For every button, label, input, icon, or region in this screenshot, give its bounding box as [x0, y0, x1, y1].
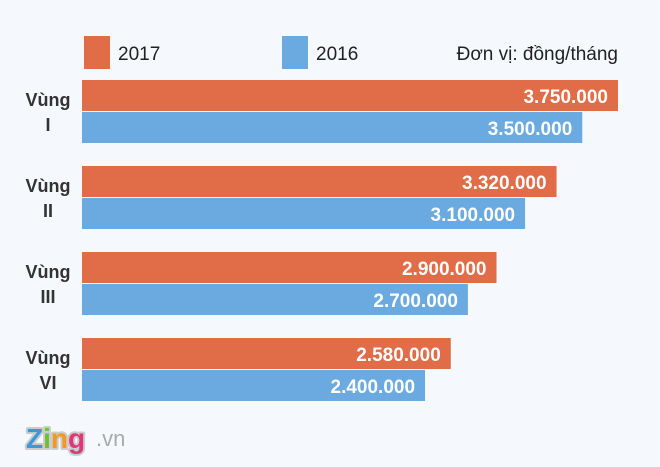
data-label: 2.580.000 — [356, 345, 441, 366]
data-label: 3.500.000 — [488, 119, 573, 140]
unit-note: Đơn vị: đồng/tháng — [457, 44, 618, 65]
zing-logo-suffix: .vn — [96, 426, 125, 451]
category-label: Vùng — [26, 262, 71, 282]
bar-2017 — [82, 166, 557, 197]
category-label: II — [43, 201, 53, 221]
legend-label-2017: 2017 — [118, 44, 160, 65]
category-label: III — [40, 287, 55, 307]
bar-2017 — [82, 338, 451, 369]
zing-logo: Zing .vn — [24, 421, 125, 456]
data-label: 3.100.000 — [431, 205, 516, 226]
bar-2016 — [82, 198, 526, 229]
category-label: Vùng — [26, 348, 71, 368]
data-label: 3.320.000 — [462, 173, 547, 194]
bar-2016 — [82, 112, 583, 143]
category-label: Vùng — [26, 90, 71, 110]
data-label: 3.750.000 — [523, 87, 608, 108]
zing-logo-wordmark: Zing — [26, 423, 85, 454]
bar-2017 — [82, 252, 497, 283]
category-label: I — [45, 115, 50, 135]
data-label: 2.900.000 — [402, 259, 487, 280]
legend-label-2016: 2016 — [316, 44, 358, 65]
category-label: VI — [39, 373, 56, 393]
legend-swatch-2016 — [282, 36, 308, 69]
legend: 2017 2016 Đơn vị: đồng/tháng — [84, 36, 618, 69]
data-label: 2.400.000 — [331, 377, 416, 398]
data-label: 2.700.000 — [373, 291, 458, 312]
legend-swatch-2017 — [84, 36, 110, 69]
bar-2016 — [82, 370, 426, 401]
category-label: Vùng — [26, 176, 71, 196]
bar-2017 — [82, 80, 618, 111]
bar-2016 — [82, 284, 468, 315]
